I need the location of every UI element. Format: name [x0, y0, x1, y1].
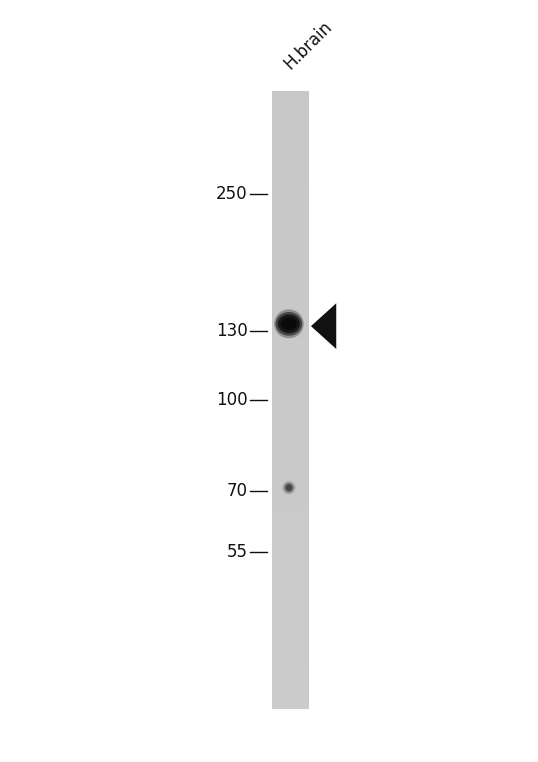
Bar: [272, 153, 309, 168]
Bar: [272, 369, 309, 385]
Bar: [272, 447, 309, 462]
Bar: [272, 400, 309, 415]
Bar: [272, 508, 309, 523]
Bar: [272, 307, 309, 323]
Text: 250: 250: [216, 185, 247, 203]
Bar: [272, 107, 309, 123]
Polygon shape: [311, 303, 336, 349]
Bar: [272, 292, 309, 307]
Bar: [272, 200, 309, 215]
Bar: [272, 230, 309, 245]
Ellipse shape: [281, 317, 297, 331]
Bar: [272, 215, 309, 230]
Bar: [272, 91, 309, 107]
Bar: [272, 123, 309, 138]
Bar: [272, 415, 309, 431]
Bar: [272, 523, 309, 539]
Bar: [272, 354, 309, 369]
Bar: [272, 693, 309, 709]
Bar: [272, 91, 309, 709]
Ellipse shape: [278, 315, 300, 333]
Bar: [272, 632, 309, 647]
Text: 100: 100: [216, 391, 247, 409]
Bar: [272, 616, 309, 632]
Bar: [272, 477, 309, 493]
Ellipse shape: [275, 312, 302, 336]
Text: 55: 55: [226, 543, 247, 562]
Bar: [272, 338, 309, 354]
Text: 70: 70: [226, 482, 247, 501]
Ellipse shape: [274, 309, 303, 338]
Bar: [272, 385, 309, 400]
Bar: [272, 678, 309, 693]
Bar: [272, 600, 309, 616]
Ellipse shape: [284, 482, 294, 493]
Bar: [272, 462, 309, 477]
Text: 130: 130: [216, 322, 247, 341]
Ellipse shape: [282, 481, 296, 495]
Bar: [272, 539, 309, 555]
Bar: [272, 261, 309, 277]
Bar: [272, 431, 309, 447]
Ellipse shape: [286, 485, 292, 491]
Bar: [272, 662, 309, 678]
Bar: [272, 492, 309, 508]
Bar: [272, 323, 309, 338]
Bar: [272, 585, 309, 600]
Bar: [272, 138, 309, 153]
Text: H.brain: H.brain: [280, 18, 336, 72]
Bar: [272, 555, 309, 570]
Bar: [272, 647, 309, 662]
Bar: [272, 570, 309, 585]
Bar: [272, 277, 309, 292]
Bar: [272, 245, 309, 261]
Bar: [272, 168, 309, 184]
Bar: [272, 184, 309, 200]
